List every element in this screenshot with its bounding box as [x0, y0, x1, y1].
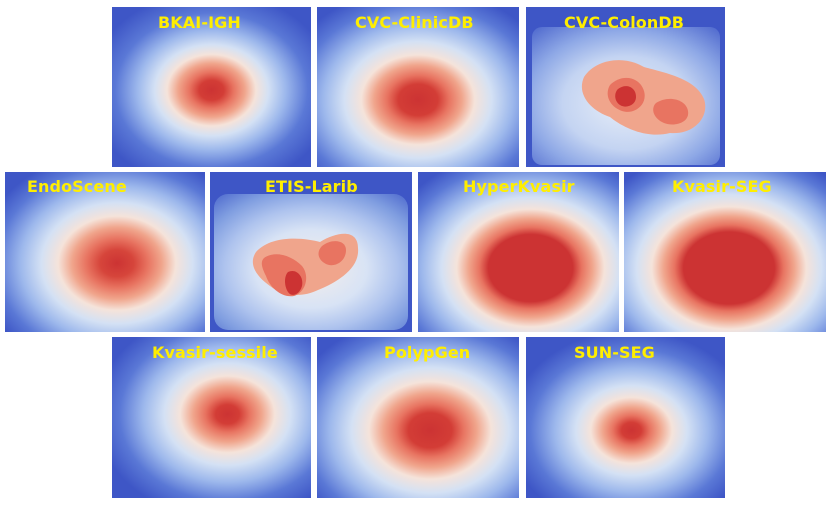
heatmap-panel-cvc-colondb: CVC-ColonDB: [526, 7, 725, 167]
heatmap-endoscene: [5, 172, 205, 332]
heatmap-cvc-colondb: [526, 7, 725, 167]
panel-label: EndoScene: [27, 177, 127, 196]
heatmap-panel-etis-larib: ETIS-Larib: [210, 172, 412, 332]
heatmap-kvasir-seg: [624, 172, 826, 332]
panel-label: BKAI-IGH: [158, 13, 241, 32]
heatmap-panel-bkai-igh: BKAI-IGH: [112, 7, 311, 167]
heatmap-cvc-clinicdb: [317, 7, 519, 167]
panel-label: HyperKvasir: [463, 177, 575, 196]
heatmap-panel-kvasir-sessile: Kvasir-sessile: [112, 337, 311, 498]
panel-label: CVC-ColonDB: [564, 13, 685, 32]
heatmap-bkai-igh: [112, 7, 311, 167]
heatmap-hyperkvasir: [418, 172, 619, 332]
panel-label: CVC-ClinicDB: [355, 13, 474, 32]
panel-label: Kvasir-SEG: [672, 177, 772, 196]
heatmap-kvasir-sessile: [112, 337, 311, 498]
heatmap-panel-hyperkvasir: HyperKvasir: [418, 172, 619, 332]
panel-label: ETIS-Larib: [265, 177, 358, 196]
heatmap-panel-sun-seg: SUN-SEG: [526, 337, 725, 498]
heatmap-panel-cvc-clinicdb: CVC-ClinicDB: [317, 7, 519, 167]
heatmap-polypgen: [317, 337, 519, 498]
panel-label: SUN-SEG: [574, 343, 655, 362]
heatmap-panel-kvasir-seg: Kvasir-SEG: [624, 172, 826, 332]
heatmap-etis-larib: [210, 172, 412, 332]
panel-label: PolypGen: [384, 343, 471, 362]
panel-label: Kvasir-sessile: [152, 343, 278, 362]
heatmap-panel-polypgen: PolypGen: [317, 337, 519, 498]
heatmap-sun-seg: [526, 337, 725, 498]
heatmap-panel-endoscene: EndoScene: [5, 172, 205, 332]
